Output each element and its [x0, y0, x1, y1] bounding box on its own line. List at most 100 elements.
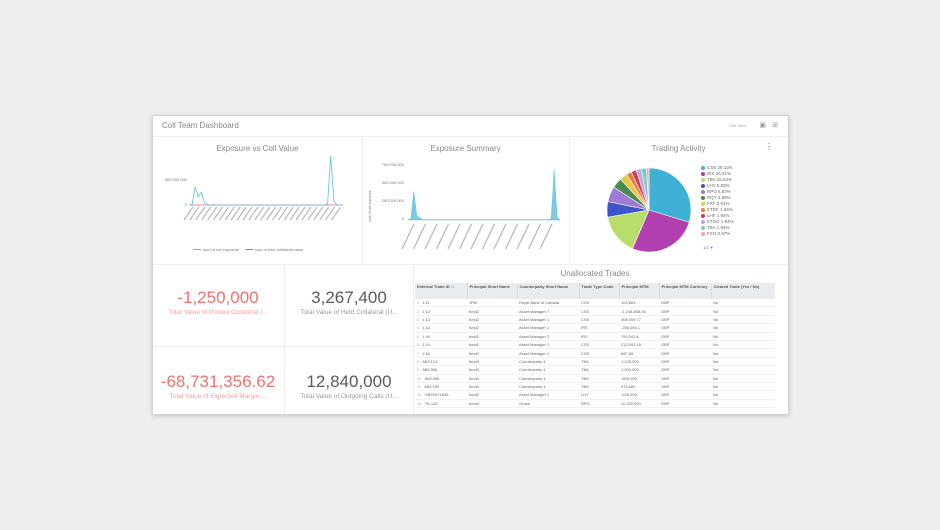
- x-tick-mark: [277, 206, 288, 221]
- pie-legend-item[interactable]: IRS 26.21%: [701, 171, 734, 177]
- edit-view-link[interactable]: Edit View: [729, 123, 746, 128]
- table-row[interactable]: 5 1:44 fund2 Asset Manager 2 IRS 793,043.6 GBP…: [415, 332, 775, 341]
- x-tick-mark: [307, 206, 318, 221]
- table-cell: No: [711, 390, 775, 400]
- legend-item-collateral[interactable]: sum of total collateral value: [244, 247, 303, 252]
- dashboard-header: Coll Team Dashboard Edit View ▣ ⊞: [153, 116, 788, 137]
- table-row[interactable]: 7 1:16 fund2 Asset Manager 1 CSS 687.69 GBP No: [415, 348, 775, 358]
- row-number: 3: [417, 316, 420, 322]
- exposure-vs-coll-chart[interactable]: 500,000,000 0: [153, 154, 362, 252]
- table-cell: fund3: [467, 382, 517, 392]
- pie-legend-item[interactable]: TBA 1.94%: [701, 225, 734, 231]
- table-row[interactable]: 9 ABC456 fund3 Counterparty 4 TBA 1,000,000 GB…: [415, 365, 775, 375]
- column-header-principal[interactable]: Principal Short Name: [467, 283, 518, 299]
- table-cell: Asset Manager 1: [517, 315, 579, 325]
- kpi-outgoing-calls-value: 12,840,000: [306, 372, 392, 391]
- x-tick-mark: [242, 206, 253, 221]
- x-tick-mark: [254, 206, 265, 221]
- table-cell: TBA: [579, 357, 619, 367]
- kpi-posted-collateral-value: -1,250,000: [177, 288, 259, 307]
- pie-legend-item[interactable]: RPO 5.83%: [701, 189, 734, 195]
- table-cell: Counterparty 4: [517, 374, 579, 383]
- table-row[interactable]: 1 1:11 JPM Royal Bank of Canada CSS 103,863 GB…: [415, 299, 775, 308]
- pie-legend-item[interactable]: LHY 5.83%: [701, 183, 734, 189]
- pie-slice[interactable]: [646, 167, 650, 211]
- table-cell: fund3: [467, 374, 517, 383]
- table-cell: No: [711, 399, 775, 409]
- table-cell: GBP: [659, 340, 711, 350]
- table-row[interactable]: 6 1:14 fund2 Asset Manager 1 CSS 213,093.15 GB…: [415, 340, 775, 350]
- table-cell: fund2: [467, 390, 517, 400]
- pie-legend-item[interactable]: RQY 3.88%: [701, 195, 734, 201]
- x-axis-ticks: [401, 223, 553, 250]
- x-tick-mark: [295, 206, 306, 221]
- table-cell: CSS: [579, 299, 619, 308]
- table-cell: 793,043.6: [619, 332, 659, 341]
- column-header-cleared[interactable]: Cleared Trade (Yes / No): [711, 283, 775, 299]
- y-tick-label: 0: [402, 216, 405, 221]
- pie-legend-item[interactable]: FXF 2.91%: [701, 201, 734, 207]
- column-header-counterparty[interactable]: Counterparty Short Name: [517, 283, 580, 299]
- y-tick-label: 750,000,000: [382, 162, 405, 167]
- table-cell: GBP: [659, 374, 711, 383]
- pie-legend-item[interactable]: TBA 15.53%: [701, 177, 734, 183]
- pie-legend-item[interactable]: FXO 0.97%: [701, 231, 734, 237]
- table-row[interactable]: 2 1:12 fund2 Asset Manager 7 CSS -1,248,835.0…: [415, 306, 775, 316]
- exposure-summary-chart[interactable]: sum of net exposure 750,000,000 500,000,…: [362, 154, 569, 264]
- row-number: 10: [417, 375, 422, 381]
- kpi-posted-collateral-label: Total Value of Posted Collateral (...: [168, 309, 268, 316]
- table-cell: TBA: [579, 382, 619, 392]
- pie-slice[interactable]: [648, 167, 692, 223]
- table-row[interactable]: 10 ABC456 fund3 Counterparty 4 TBA -500,000 GB…: [415, 374, 775, 383]
- legend-swatch: [701, 219, 705, 224]
- table-cell: -225,000: [619, 390, 659, 400]
- row-number: 4: [417, 325, 420, 331]
- table-cell: fund3: [467, 365, 517, 375]
- table-cell: No: [711, 374, 775, 383]
- table-row[interactable]: 13 TB-125 fund3 Grace RPO 11,250,000 GBP No: [415, 399, 775, 409]
- table-row[interactable]: 12 GBX0471696 fund2 Asset Manager 1 LHY -225,…: [415, 390, 775, 400]
- x-tick-mark: [195, 206, 206, 221]
- legend-pager[interactable]: 1/2 ▼: [703, 245, 714, 250]
- table-row[interactable]: 8 ABC124 fund3 Counterparty 4 TBA 1,125,000 GB…: [415, 357, 775, 367]
- legend-swatch: [701, 195, 705, 200]
- pie-legend-item[interactable]: ETDF 1.94%: [701, 207, 734, 213]
- more-options-icon[interactable]: ⋮: [765, 142, 773, 151]
- y-axis-label: sum of net exposure: [368, 190, 372, 222]
- row-number: 2: [417, 308, 420, 314]
- pie-legend-item[interactable]: CSS 29.13%: [701, 165, 734, 171]
- column-header-external-trade-id[interactable]: External Trade ID ↑↓: [415, 283, 468, 299]
- trading-activity-pie[interactable]: [603, 164, 695, 256]
- tv-icon[interactable]: ▣: [759, 122, 766, 129]
- x-tick-mark: [470, 223, 484, 250]
- table-cell: 9 ABC456: [415, 365, 467, 375]
- table-row[interactable]: 4 1:13 fund2 Asset Manager 1 IRS -256,084.1 GB…: [415, 323, 775, 333]
- table-cell: fund2: [467, 315, 517, 325]
- table-cell: No: [711, 348, 775, 358]
- table-cell: 11,250,000: [619, 399, 659, 409]
- x-tick-mark: [260, 206, 271, 221]
- grid-icon[interactable]: ⊞: [772, 122, 778, 129]
- legend-swatch: [701, 213, 705, 218]
- x-axis-ticks: [183, 206, 341, 221]
- column-header-currency[interactable]: Principal MTM Currency: [659, 283, 712, 299]
- y-tick-label: 500,000,000: [382, 180, 405, 185]
- pie-legend-item[interactable]: ETDO 1.94%: [701, 219, 734, 225]
- x-tick-mark: [319, 206, 330, 221]
- column-header-trade-type[interactable]: Trade Type Code: [579, 283, 620, 299]
- x-tick-mark: [283, 206, 294, 221]
- unallocated-trades-table[interactable]: External Trade ID ↑↓ Principal Short Nam…: [415, 283, 775, 409]
- pie-slice[interactable]: [632, 209, 690, 253]
- x-tick-mark: [230, 206, 241, 221]
- pie-legend-item[interactable]: LHF 1.94%: [701, 213, 734, 219]
- table-row[interactable]: 3 1:13 fund2 Asset Manager 1 CSS 408,009.77 GB…: [415, 315, 775, 325]
- x-tick-mark: [424, 223, 438, 250]
- table-cell: 13 TB-125: [415, 399, 467, 409]
- table-row[interactable]: 11 ABC789 fund3 Counterparty 4 TBA 375,000 GBP…: [415, 382, 775, 392]
- table-cell: Royal Bank of Canada: [517, 299, 579, 308]
- table-header-row: External Trade ID ↑↓ Principal Short Nam…: [415, 283, 775, 299]
- table-cell: Counterparty 4: [517, 365, 579, 375]
- pie-legend: CSS 29.13% IRS 26.21% TBA 15.53% LHY 5.83% R…: [701, 165, 734, 237]
- legend-item-exposure[interactable]: sum of net exposure: [193, 247, 239, 252]
- column-header-mtm[interactable]: Principal MTM: [619, 283, 660, 299]
